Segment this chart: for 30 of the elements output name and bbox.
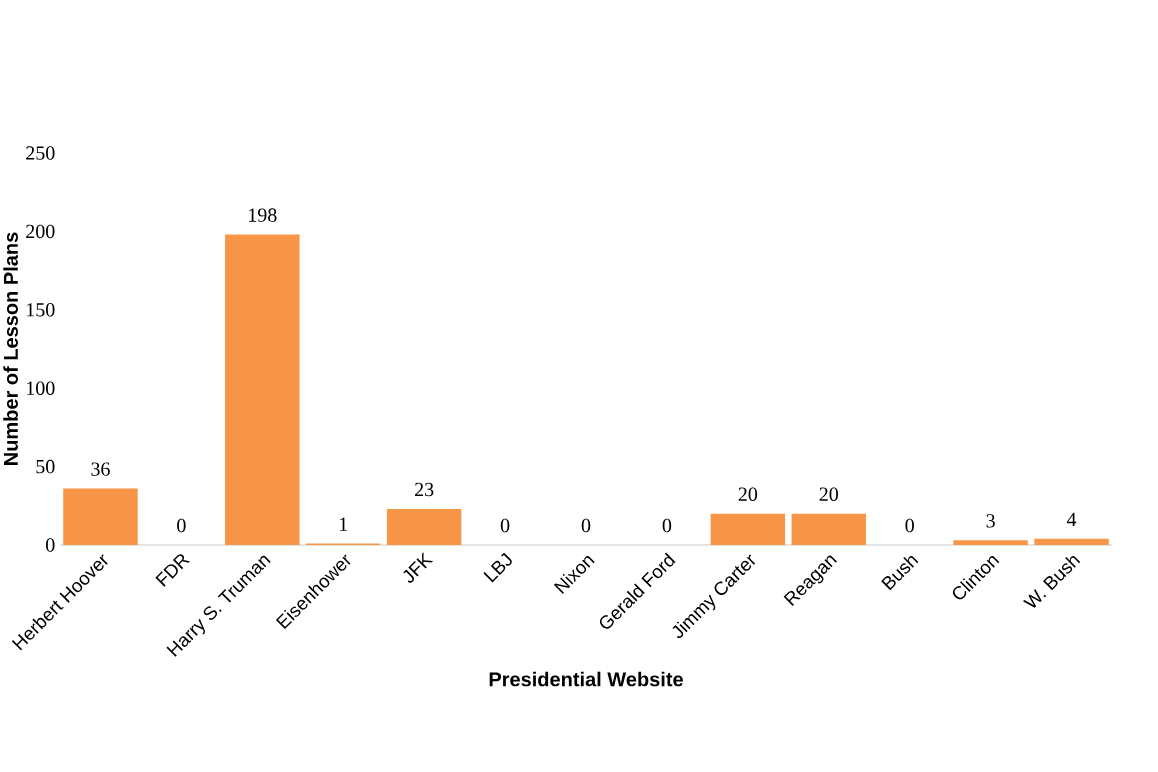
data-label: 20 bbox=[738, 487, 758, 501]
data-label: 3 bbox=[986, 514, 995, 528]
bar bbox=[225, 234, 300, 545]
bar bbox=[386, 508, 462, 545]
y-tick-label: 100 bbox=[27, 381, 55, 395]
bar bbox=[953, 540, 1028, 545]
x-axis-title: Presidential Website bbox=[489, 671, 683, 687]
y-tick-label: 200 bbox=[26, 224, 55, 239]
x-tick-label: JFK bbox=[403, 552, 434, 583]
y-tick-label: 250 bbox=[26, 146, 55, 160]
bar bbox=[1034, 538, 1109, 545]
data-label: 198 bbox=[249, 208, 277, 222]
data-label: 36 bbox=[91, 462, 110, 476]
data-label: 4 bbox=[1066, 512, 1077, 527]
x-tick-label: LBJ bbox=[483, 552, 512, 583]
y-tick-label: 50 bbox=[36, 459, 55, 474]
bar bbox=[710, 513, 786, 545]
bar bbox=[63, 488, 138, 545]
data-label: 23 bbox=[415, 482, 434, 497]
y-tick-label: 150 bbox=[27, 303, 55, 317]
data-label: 0 bbox=[905, 518, 914, 533]
data-label: 0 bbox=[581, 518, 591, 533]
bar bbox=[791, 513, 866, 545]
data-label: 20 bbox=[819, 487, 839, 501]
data-label: 0 bbox=[662, 518, 672, 533]
y-axis-title: Number of Lesson Plans bbox=[3, 232, 18, 465]
data-label: 0 bbox=[500, 518, 510, 533]
data-label: 0 bbox=[177, 518, 186, 533]
y-tick-label: 0 bbox=[46, 538, 55, 552]
data-label: 1 bbox=[339, 517, 348, 531]
